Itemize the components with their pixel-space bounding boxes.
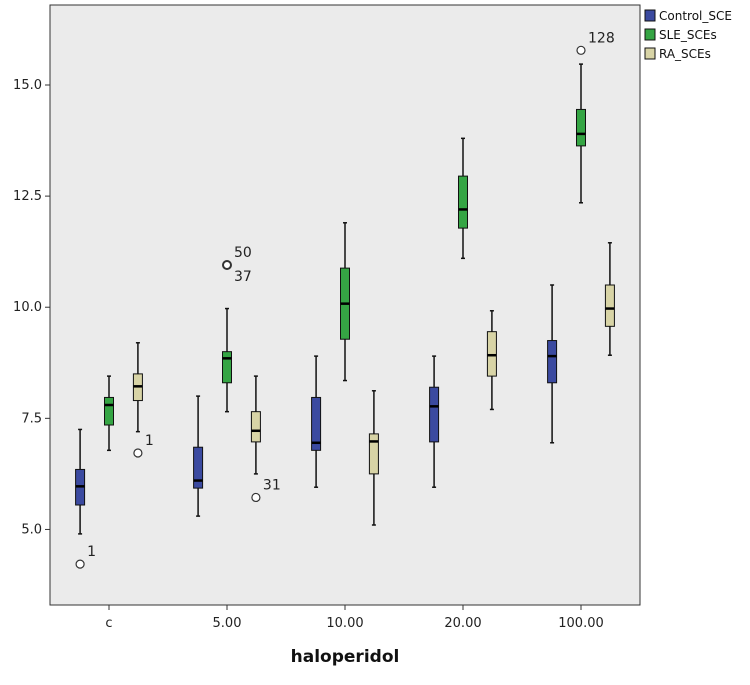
legend-swatch [644,28,656,41]
legend-swatch [644,47,656,60]
y-axis: 5.0 7.5 10.0 12.5 15.0 [13,78,50,537]
outlier-label: 31 [263,477,281,493]
box-iqr [458,175,468,229]
outlier-point [576,45,586,55]
box-iqr [222,351,232,384]
box-RA_SCEs-10.00 [368,390,379,526]
x-axis-label: haloperidol [291,647,400,667]
box-SLE_SCEs-c [104,375,114,452]
outlier-point [251,492,261,503]
box-Control_SCE-5.00 [193,395,204,517]
legend-label: SLE_SCEs [659,28,717,42]
x-axis: c 5.00 10.00 20.00 100.00 [105,605,604,631]
box-iqr [547,340,558,384]
legend-label: Control_SCE [659,9,732,23]
box-Control_SCE-20.00 [429,355,440,488]
legend-swatch [644,9,656,22]
box-RA_SCEs-20.00 [486,310,497,411]
box-SLE_SCEs-10.00 [340,222,350,382]
x-tick-label: 20.00 [444,616,481,631]
box-Control_SCE-c [75,428,86,535]
box-iqr [311,396,322,451]
legend-label: RA_SCEs [659,47,711,61]
box-iqr [104,396,114,426]
y-tick-label: 12.5 [13,189,42,204]
outlier-label: 1 [145,433,154,449]
box-Control_SCE-10.00 [311,355,322,488]
x-tick-label: c [105,616,112,631]
x-tick-label: 10.00 [326,616,363,631]
box-RA_SCEs-5.00 [250,375,261,475]
y-tick-label: 7.5 [21,411,42,426]
outlier-label: 128 [588,30,615,46]
box-iqr [604,284,615,327]
box-iqr [576,108,586,147]
outlier-point [133,448,143,458]
x-tick-label: 5.00 [213,616,242,631]
box-RA_SCEs-100.00 [604,242,615,356]
outlier-layer: 1 50 37 128 1 31 [75,30,615,569]
box-Control_SCE-100.00 [547,284,558,444]
box-SLE_SCEs-20.00 [458,137,468,260]
y-tick-label: 5.0 [21,522,42,537]
box-iqr [429,386,440,443]
outlier-label: 37 [234,269,252,285]
box-SLE_SCEs-100.00 [576,63,586,204]
y-tick-label: 15.0 [13,78,42,93]
outlier-point [75,559,85,569]
box-RA_SCEs-c [132,342,143,433]
legend: Control_SCE SLE_SCEs RA_SCEs [644,9,732,61]
outlier-label: 50 [234,245,252,261]
box-iqr [486,331,497,377]
box-SLE_SCEs-5.00 [222,307,232,413]
y-tick-label: 10.0 [13,300,42,315]
outlier-label: 1 [87,544,96,560]
outlier-point [222,260,232,270]
x-tick-label: 100.00 [558,616,604,631]
box-iqr [368,433,379,475]
box-iqr [250,411,261,443]
box-iqr [193,446,204,489]
box-layer [75,63,615,535]
